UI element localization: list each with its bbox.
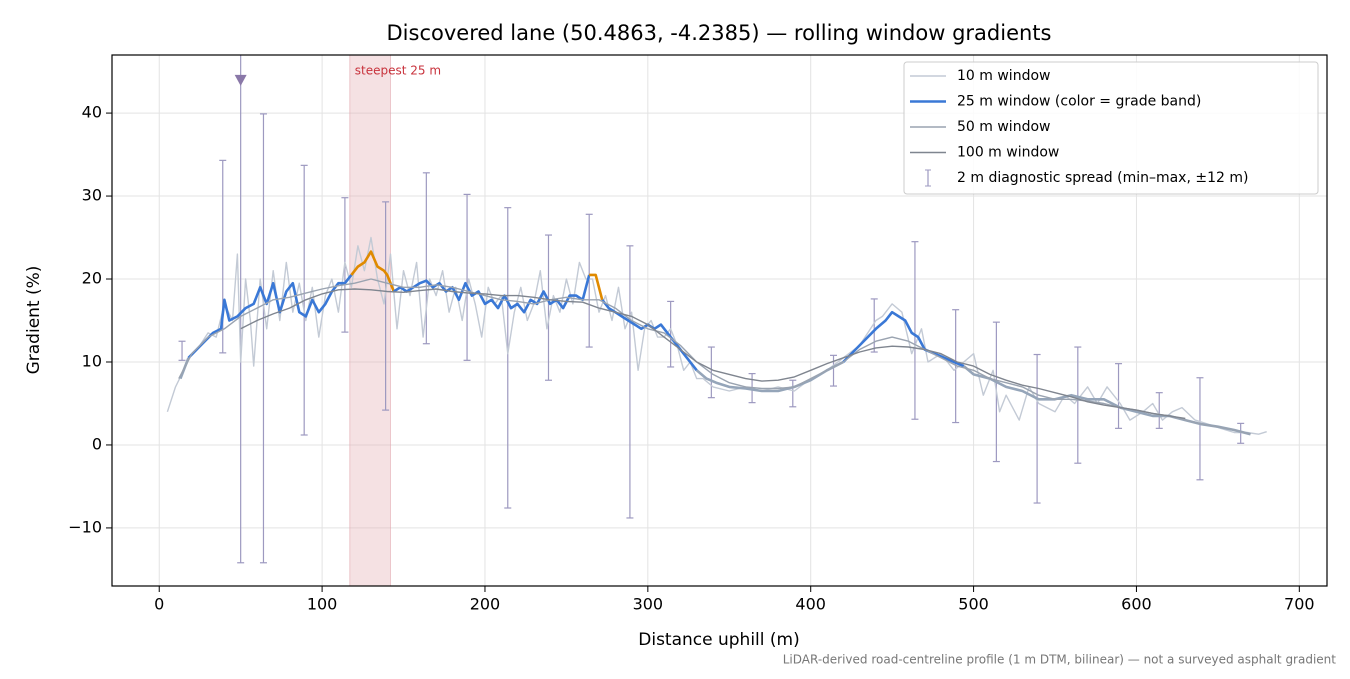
- series-line: [240, 288, 1186, 420]
- highlight-label: steepest 25 m: [355, 64, 441, 78]
- y-tick-label: 40: [82, 103, 102, 122]
- x-tick-label: 0: [154, 595, 164, 614]
- series-line-band: [962, 365, 1251, 436]
- y-tick-label: −10: [68, 517, 102, 536]
- series-line-band: [842, 310, 965, 368]
- legend-label: 2 m diagnostic spread (min–max, ±12 m): [957, 170, 1248, 186]
- footnote: LiDAR-derived road-centreline profile (1…: [783, 653, 1337, 667]
- series-line-band: [695, 360, 844, 393]
- legend: 10 m window 25 m window (color = grade ba…: [903, 61, 1319, 195]
- x-axis-label: Distance uphill (m): [638, 630, 799, 650]
- x-tick-label: 500: [958, 595, 989, 614]
- x-tick-label: 300: [633, 595, 664, 614]
- clip-marker: [234, 74, 247, 86]
- x-tick-label: 100: [307, 595, 338, 614]
- plot-area: steepest 25 m: [166, 55, 1267, 586]
- x-tick-label: 400: [795, 595, 826, 614]
- series-line-band: [393, 274, 591, 314]
- series-line-band: [187, 274, 353, 359]
- y-tick-label: 30: [82, 186, 102, 205]
- axes: 0 100 200 300 400 500 600 700 −10 0 10 20 30 40: [68, 103, 1314, 614]
- y-tick-label: 20: [82, 269, 102, 288]
- series-line-band: [601, 298, 698, 372]
- highlight-span: [349, 55, 392, 586]
- series-line-band: [350, 250, 396, 292]
- legend-label: 25 m window (color = grade band): [957, 94, 1201, 110]
- legend-label: 100 m window: [957, 145, 1059, 161]
- y-axis-label: Gradient (%): [24, 266, 44, 375]
- legend-box: [903, 61, 1319, 195]
- y-tick-label: 0: [92, 434, 102, 453]
- legend-label: 10 m window: [957, 68, 1050, 84]
- x-tick-label: 200: [470, 595, 501, 614]
- y-tick-label: 10: [82, 351, 102, 370]
- x-tick-label: 700: [1284, 595, 1315, 614]
- series-line-band: [589, 273, 604, 301]
- legend-label: 50 m window: [957, 119, 1050, 135]
- x-tick-label: 600: [1121, 595, 1152, 614]
- plot-frame: [111, 54, 1328, 587]
- chart-title: Discovered lane (50.4863, -4.2385) — rol…: [387, 21, 1052, 45]
- series-line: [178, 278, 1251, 435]
